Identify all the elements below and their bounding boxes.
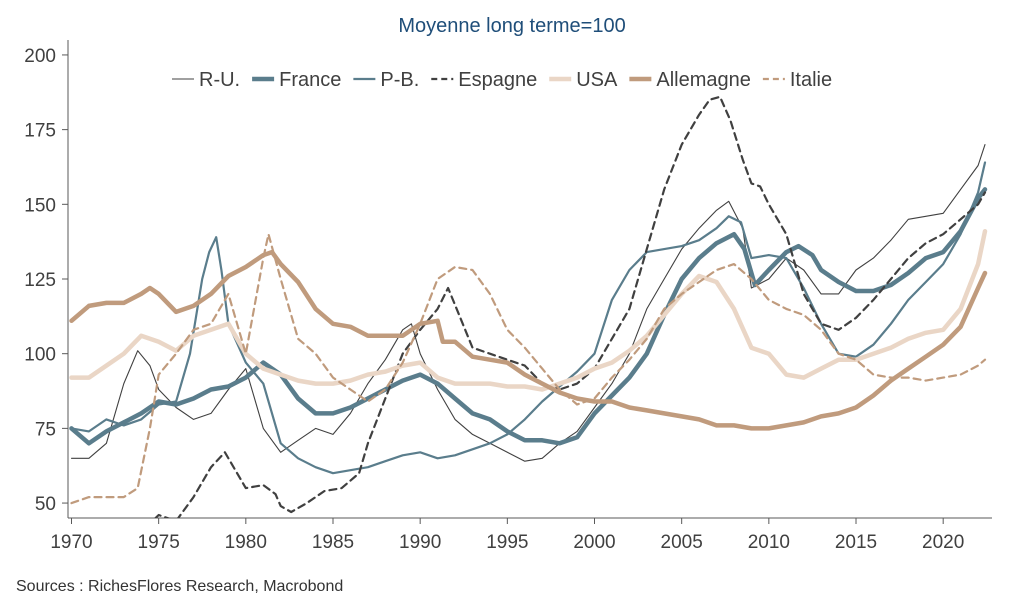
series-layer xyxy=(69,95,988,518)
legend-item: P-B. xyxy=(353,69,419,91)
x-tick-label: 2020 xyxy=(922,532,964,553)
source-note: Sources : RichesFlores Research, Macrobo… xyxy=(16,578,343,595)
legend-item: USA xyxy=(549,69,618,91)
x-tick-label: 1985 xyxy=(312,532,354,553)
x-tick-label: 1970 xyxy=(50,532,92,553)
legend-item: Allemagne xyxy=(629,69,751,91)
legend-item: Espagne xyxy=(431,69,537,91)
series-line-allemagne xyxy=(69,249,988,431)
y-tick-label: 175 xyxy=(24,121,56,142)
series-line-france xyxy=(69,187,988,446)
series-line-espagne xyxy=(154,95,987,518)
y-tick-label: 125 xyxy=(24,270,56,291)
x-tick-label: 1990 xyxy=(399,532,441,553)
x-tick-label: 2015 xyxy=(835,532,877,553)
series-line-usa xyxy=(69,228,988,392)
series-line-italie xyxy=(70,233,987,505)
x-tick-label: 1995 xyxy=(486,532,528,553)
y-tick-label: 75 xyxy=(35,419,56,440)
series-line-p-b xyxy=(70,161,987,475)
y-tick-label: 150 xyxy=(24,195,56,216)
chart-title: Moyenne long terme=100 xyxy=(398,15,625,37)
legend-label: Espagne xyxy=(458,69,537,91)
y-tick-label: 50 xyxy=(35,494,56,515)
legend-label: Italie xyxy=(790,69,832,91)
x-tick-label: 2005 xyxy=(661,532,703,553)
legend-label: R-U. xyxy=(199,69,240,91)
x-tick-label: 2010 xyxy=(748,532,790,553)
legend-label: P-B. xyxy=(380,69,419,91)
y-tick-label: 100 xyxy=(24,345,56,366)
x-tick-label: 2000 xyxy=(573,532,615,553)
legend-label: France xyxy=(279,69,341,91)
legend-item: France xyxy=(252,69,341,91)
y-tick-label: 200 xyxy=(24,46,56,67)
x-tick-label: 1975 xyxy=(138,532,180,553)
legend-item: Italie xyxy=(762,69,832,91)
series-line-r-u xyxy=(70,144,986,462)
legend-item: R-U. xyxy=(172,69,240,91)
legend-label: USA xyxy=(576,69,618,91)
legend: R-U. France P-B. Espagne USA Allemagne Italie xyxy=(172,69,832,91)
legend-label: Allemagne xyxy=(656,69,751,91)
x-tick-label: 1980 xyxy=(225,532,267,553)
axes: 50 75 100 125 150 175 200 1970 1975 1980 1985 1990 1… xyxy=(24,40,992,553)
